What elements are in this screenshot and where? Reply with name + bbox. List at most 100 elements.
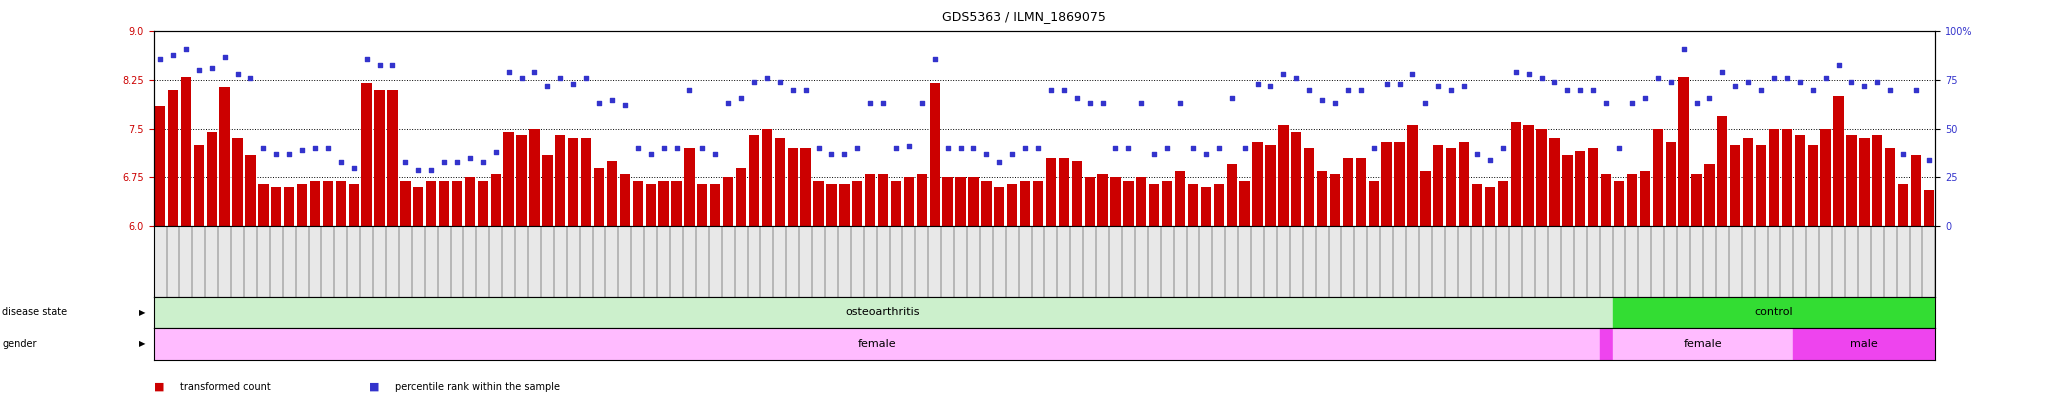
Bar	[1278, 125, 1288, 226]
Bar	[918, 174, 928, 226]
Bar	[1550, 138, 1561, 226]
Point	[893, 143, 926, 149]
Bar	[1665, 142, 1675, 226]
Point	[530, 83, 563, 89]
Bar	[1317, 171, 1327, 226]
Bar	[1253, 142, 1264, 226]
Point	[518, 69, 551, 75]
Point	[582, 100, 614, 107]
Bar	[1563, 155, 1573, 226]
Bar	[219, 86, 229, 226]
Point	[248, 145, 281, 151]
Point	[324, 159, 356, 165]
Point	[377, 61, 410, 68]
Point	[1550, 86, 1583, 93]
Bar	[309, 181, 319, 226]
Point	[881, 145, 913, 151]
Point	[905, 100, 938, 107]
Bar	[594, 167, 604, 226]
Bar	[1612, 297, 1935, 328]
Point	[311, 145, 344, 151]
Bar	[684, 148, 694, 226]
Point	[1679, 100, 1712, 107]
Bar	[1368, 181, 1378, 226]
Point	[1112, 145, 1145, 151]
Bar	[672, 181, 682, 226]
Bar	[1214, 184, 1225, 226]
Bar	[1305, 148, 1315, 226]
Bar	[297, 184, 307, 226]
Point	[1319, 100, 1352, 107]
Bar	[1407, 125, 1417, 226]
Bar	[1032, 181, 1042, 226]
Point	[492, 69, 524, 75]
Bar	[879, 174, 889, 226]
Point	[1190, 151, 1223, 157]
Point	[1694, 94, 1726, 101]
Bar	[1640, 171, 1651, 226]
Point	[1448, 83, 1481, 89]
Bar	[1626, 174, 1636, 226]
Point	[1874, 86, 1907, 93]
Point	[1901, 86, 1933, 93]
Bar	[528, 129, 541, 226]
Bar	[1536, 129, 1546, 226]
Point	[1640, 75, 1673, 81]
Bar	[750, 135, 760, 226]
Bar	[1343, 158, 1354, 226]
Point	[1823, 61, 1855, 68]
Point	[1436, 86, 1468, 93]
Bar	[723, 177, 733, 226]
Point	[1034, 86, 1067, 93]
Point	[971, 151, 1004, 157]
Point	[674, 86, 707, 93]
Bar	[465, 177, 475, 226]
Point	[1757, 75, 1790, 81]
Bar	[788, 148, 799, 226]
Bar	[231, 138, 242, 226]
Bar	[1898, 184, 1909, 226]
Point	[362, 61, 395, 68]
Bar	[285, 187, 295, 226]
Point	[1511, 71, 1544, 77]
Bar	[930, 83, 940, 226]
Point	[287, 147, 319, 153]
Bar	[942, 177, 952, 226]
Point	[557, 81, 590, 87]
Bar	[1110, 177, 1120, 226]
Point	[737, 79, 770, 85]
Point	[467, 159, 500, 165]
Bar	[1020, 181, 1030, 226]
Bar	[360, 83, 373, 226]
Bar	[1239, 181, 1249, 226]
Point	[1047, 86, 1079, 93]
Point	[1085, 100, 1118, 107]
Point	[596, 96, 629, 103]
Bar	[156, 106, 166, 226]
Bar	[1612, 328, 1794, 360]
Bar	[1911, 155, 1921, 226]
Point	[1124, 100, 1157, 107]
Bar	[1047, 158, 1057, 226]
Point	[1784, 79, 1817, 85]
Point	[1526, 75, 1559, 81]
Point	[764, 79, 797, 85]
Point	[1421, 83, 1454, 89]
Bar	[1137, 177, 1147, 226]
Point	[1475, 157, 1507, 163]
Point	[1022, 145, 1055, 151]
Point	[506, 75, 539, 81]
Point	[1307, 96, 1339, 103]
Bar	[1473, 184, 1483, 226]
Point	[1745, 86, 1778, 93]
Bar	[1679, 77, 1690, 226]
Bar	[453, 181, 463, 226]
Bar	[1511, 122, 1522, 226]
Bar	[1434, 145, 1444, 226]
Point	[750, 75, 782, 81]
Bar	[735, 167, 745, 226]
Bar	[1860, 138, 1870, 226]
Point	[1733, 79, 1765, 85]
Bar	[1122, 181, 1135, 226]
Point	[1241, 81, 1274, 87]
